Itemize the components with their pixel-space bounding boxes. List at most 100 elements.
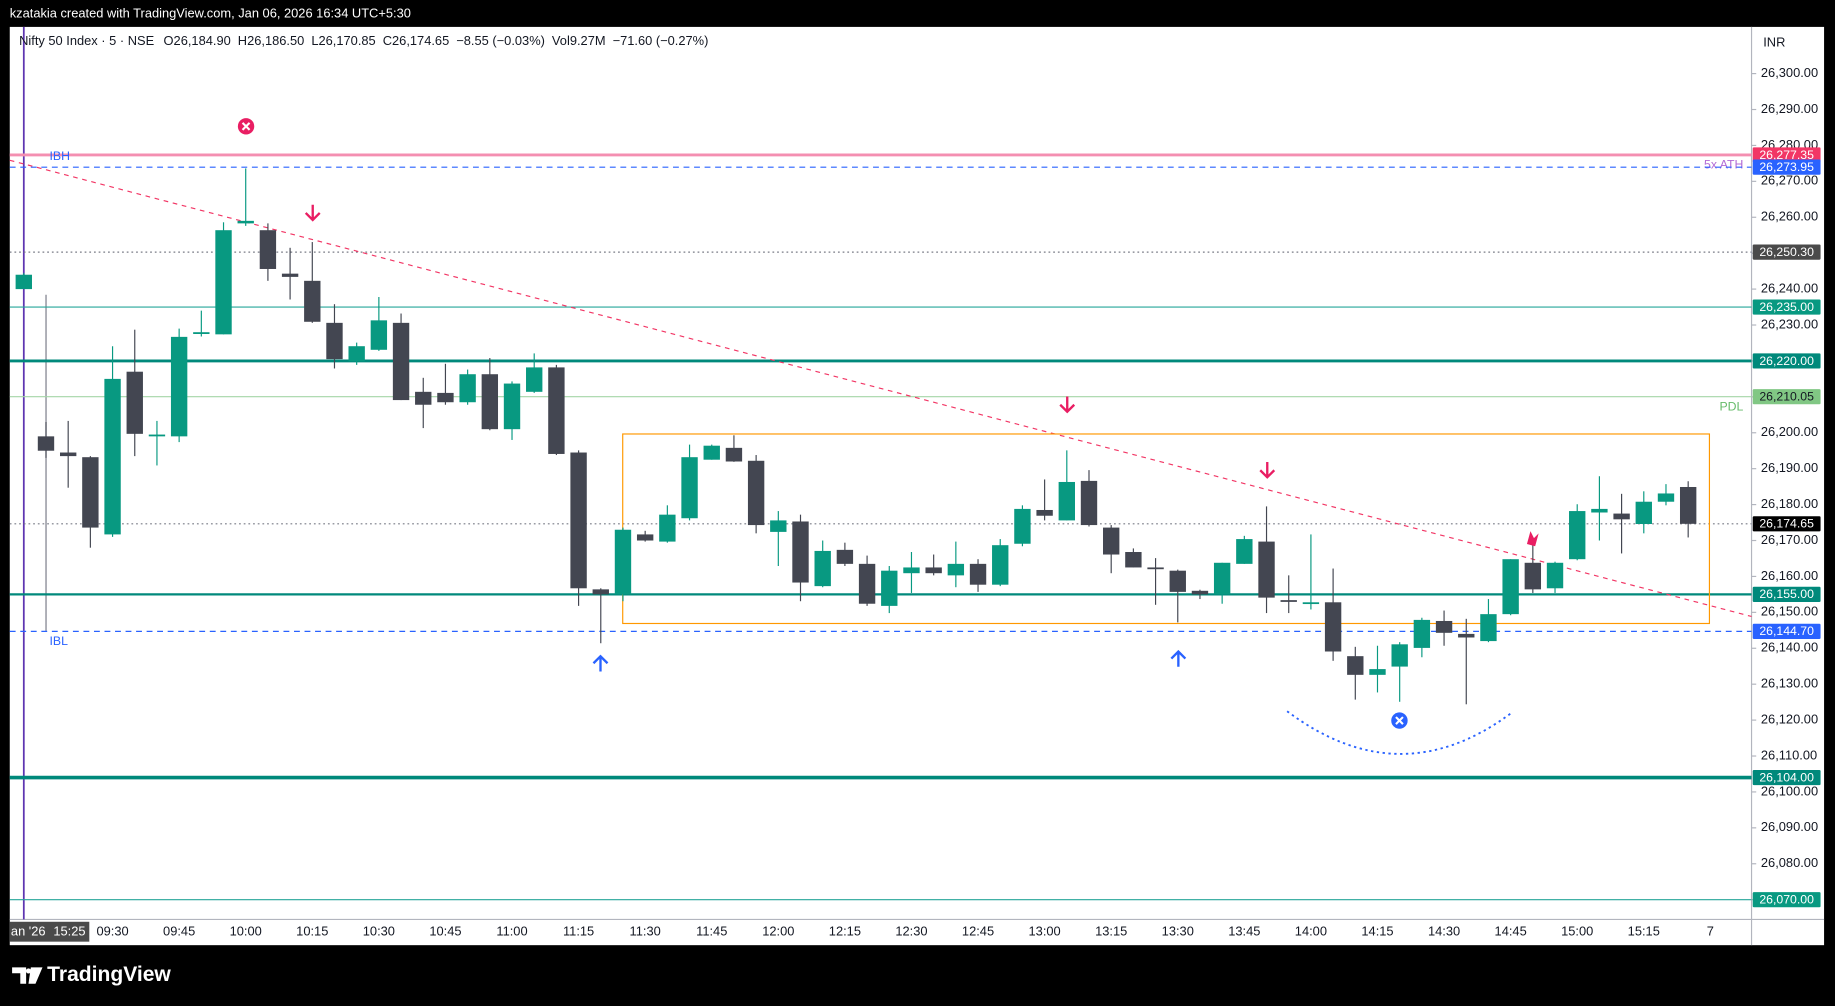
candle-body	[348, 346, 365, 362]
y-tick-label: 26,110.00	[1761, 747, 1817, 762]
candle-body	[1435, 620, 1453, 633]
candle-body	[770, 520, 787, 532]
candle-body	[1347, 656, 1364, 675]
candle-body	[326, 322, 343, 360]
x-tick-label: 13:15	[1095, 924, 1127, 939]
candle-body	[304, 280, 321, 322]
candle-body	[1302, 602, 1320, 605]
legend-key: O	[164, 34, 174, 49]
y-tick-label: 26,170.00	[1761, 532, 1818, 547]
y-tick-label: 26,080.00	[1761, 855, 1818, 870]
candle-body	[1591, 508, 1608, 513]
x-tick-label: 14:00	[1295, 924, 1327, 939]
candle-body	[592, 589, 609, 595]
x-tick-label: 09:45	[163, 924, 195, 939]
level-name: 5x ATH	[1704, 158, 1743, 172]
candle-body	[1657, 493, 1675, 502]
price-label: 26,174.65	[1759, 517, 1814, 531]
candle-body	[459, 374, 476, 403]
x-tick-label: 10:45	[429, 924, 461, 939]
candle-body	[281, 273, 299, 277]
sell-arrow	[304, 204, 321, 222]
candle-body	[1635, 501, 1652, 524]
legend-change: −71.60 (−0.27%)	[613, 34, 709, 49]
candle-body	[259, 230, 277, 269]
y-tick-label: 26,100.00	[1761, 783, 1818, 798]
y-tick-label: 26,200.00	[1761, 424, 1818, 439]
candle-body	[193, 332, 210, 334]
price-label-box	[1752, 586, 1821, 602]
candle-body	[614, 529, 632, 595]
candle-body	[681, 457, 698, 519]
flag-marker	[1526, 531, 1539, 547]
legend-value: 26,174.65	[392, 34, 449, 49]
candle-body	[15, 274, 32, 290]
price-label-box	[1752, 299, 1821, 315]
price-label-box	[1752, 244, 1821, 260]
legend-change: −8.55 (−0.03%)	[456, 34, 545, 49]
price-label: 26,070.00	[1759, 893, 1814, 907]
candle-body	[1103, 527, 1120, 555]
legend-value: 26,186.50	[247, 34, 304, 49]
legend-key: C	[383, 34, 392, 49]
candle-body	[415, 391, 432, 405]
crosshair-box	[9, 921, 90, 942]
y-tick-label: 26,270.00	[1761, 173, 1818, 188]
legend-value: 9.27M	[570, 34, 606, 49]
price-label-box	[1752, 389, 1821, 405]
x-tick-label: 09:30	[96, 924, 128, 939]
candle-body	[526, 367, 543, 392]
price-label-box	[1752, 769, 1821, 786]
candle-body	[1014, 508, 1031, 544]
candle-body	[1058, 481, 1075, 521]
candle-body	[437, 392, 454, 403]
x-tick-label: 12:00	[762, 924, 794, 939]
x-tick-label: 12:30	[895, 924, 927, 939]
y-tick-label: 26,130.00	[1761, 676, 1818, 691]
price-label: 26,273.95	[1759, 160, 1814, 174]
price-label: 26,155.00	[1759, 587, 1814, 601]
candle-body	[392, 322, 410, 401]
y-tick-label: 26,160.00	[1761, 568, 1818, 583]
currency: INR	[1763, 35, 1785, 50]
y-tick-label: 26,290.00	[1761, 101, 1818, 116]
annotation-icons	[237, 118, 1539, 729]
candle-body	[59, 452, 77, 457]
sell-arrow	[1259, 462, 1276, 479]
candle-body	[1169, 570, 1186, 592]
x-tick-label: 15:25	[53, 924, 85, 939]
candle-body	[370, 320, 388, 350]
candle-body	[570, 452, 587, 589]
x-tick-label: 13:45	[1228, 924, 1260, 939]
candle-body	[1413, 619, 1431, 648]
legend-value: 26,170.85	[318, 34, 375, 49]
candle-body	[1036, 509, 1053, 516]
price-label: 26,277.35	[1759, 148, 1814, 162]
y-tick-label: 26,260.00	[1761, 209, 1818, 224]
axes: 26,300.0026,290.0026,280.0026,270.0026,2…	[9, 65, 1821, 942]
candle-body	[148, 434, 166, 437]
trend-line	[9, 159, 1752, 618]
y-tick-label: 26,240.00	[1761, 280, 1818, 295]
price-label: 26,235.00	[1759, 300, 1814, 314]
x-tick-label: 11:30	[630, 924, 661, 939]
candle-body	[548, 367, 565, 454]
levels: 5x ATH IBH PDL IBL	[9, 149, 1752, 901]
candle-body	[170, 336, 188, 437]
candle-body	[1391, 644, 1408, 667]
candle-body	[1569, 511, 1586, 560]
candle-body	[1236, 539, 1253, 564]
candle-body	[747, 460, 765, 526]
x-tick-label: 15:15	[1628, 924, 1660, 939]
candle-body	[82, 457, 99, 528]
footer-brand: TradingView	[47, 963, 171, 986]
candle-body	[1258, 541, 1275, 598]
x-tick-label: 10:00	[230, 924, 262, 939]
x-tick-label: 14:45	[1495, 924, 1527, 939]
x-tick-label: 11:15	[563, 924, 594, 939]
sell-arrow	[1059, 396, 1076, 414]
y-tick-label: 26,120.00	[1761, 711, 1818, 726]
price-label-box	[1752, 353, 1821, 369]
level-name: IBL	[50, 634, 69, 648]
cross-marker	[1391, 712, 1408, 729]
